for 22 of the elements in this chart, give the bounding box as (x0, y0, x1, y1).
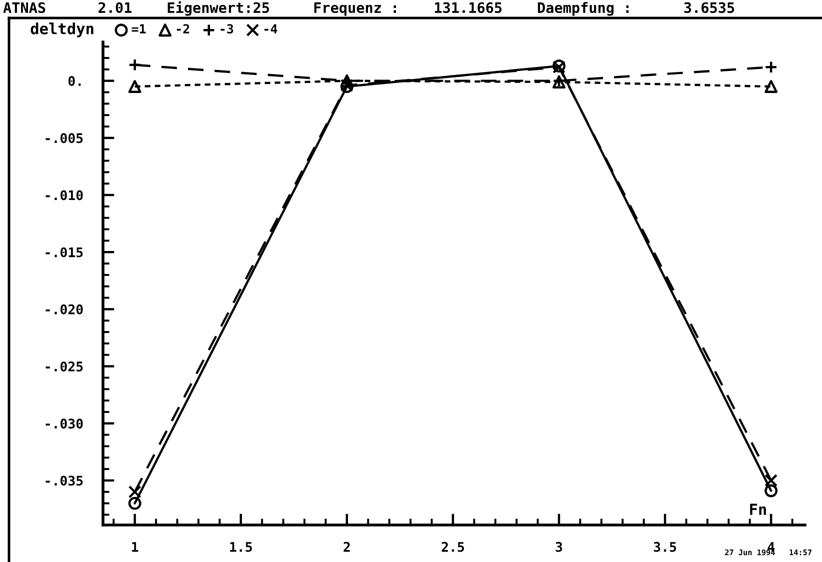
x-tick-label: 3.5 (654, 542, 676, 552)
x-tick-label: 3 (556, 542, 562, 552)
x-tick-label: 1 (132, 542, 138, 552)
chart-title: ATNAS 2.01 Eigenwert:25 Frequenz : 131.1665 Daempfung : 3.6535 (3, 1, 734, 16)
y-tick-label: -.020 (46, 304, 83, 314)
y-tick-label: -.030 (46, 418, 83, 429)
legend-label: =1 (132, 24, 146, 34)
legend-label: -2 (176, 24, 190, 34)
y-tick-label: -.010 (46, 190, 83, 200)
x-tick-label: 4 (768, 542, 774, 552)
y-tick-label: -.035 (46, 476, 83, 486)
x-tick-label: 1.5 (230, 542, 252, 552)
x-tick-label: 2 (344, 542, 350, 552)
legend-label: -3 (220, 24, 234, 34)
y-tick-label: 0. (68, 76, 81, 86)
legend-label: -4 (264, 24, 278, 34)
y-tick-label: -.025 (46, 362, 83, 372)
y-tick-label: -.005 (46, 133, 83, 144)
y-axis-title: deltdyn (30, 22, 94, 38)
x-tick-label: 2.5 (442, 542, 464, 552)
x-axis-title: Fn (750, 504, 766, 515)
y-tick-label: -.015 (46, 247, 83, 258)
